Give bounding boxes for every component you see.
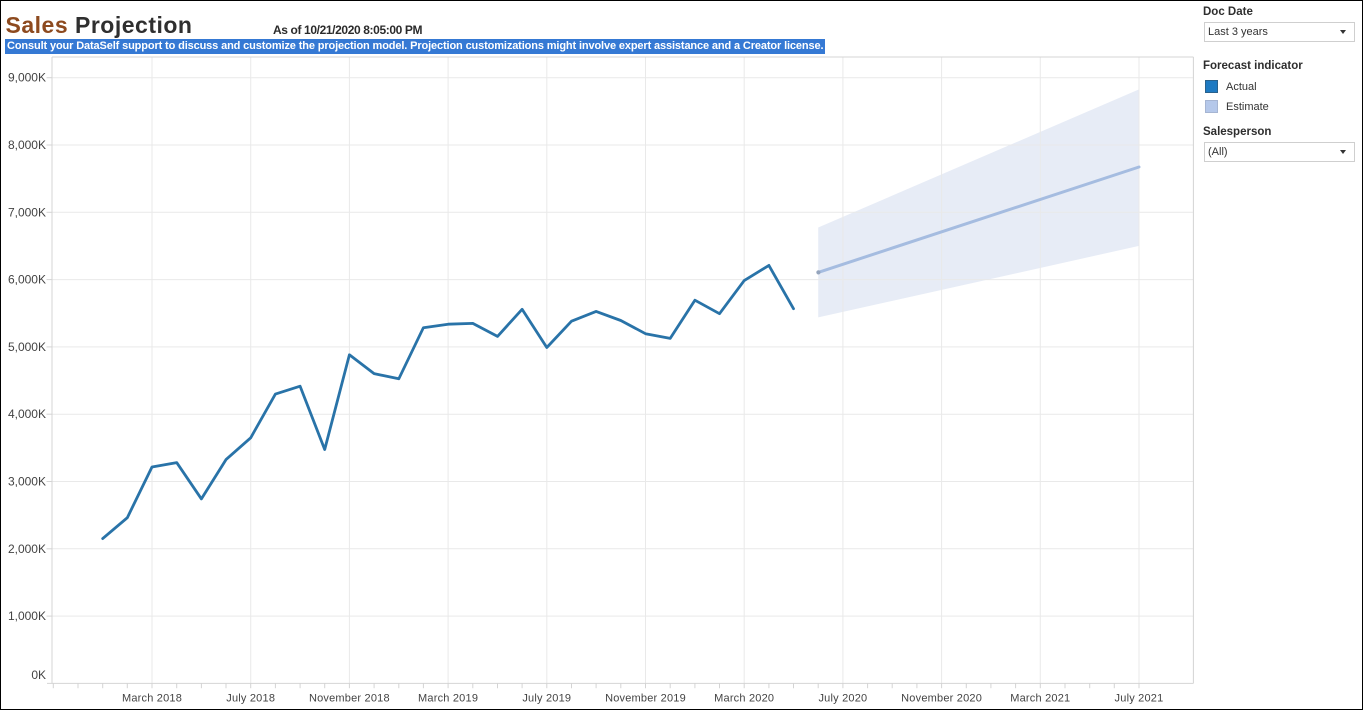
svg-text:4,000K: 4,000K (8, 407, 46, 421)
svg-text:March 2019: March 2019 (418, 693, 478, 705)
svg-text:1,000K: 1,000K (8, 609, 46, 623)
svg-text:March 2021: March 2021 (1010, 693, 1070, 705)
svg-text:November 2020: November 2020 (901, 693, 982, 705)
svg-text:November 2019: November 2019 (605, 693, 686, 705)
svg-text:0K: 0K (31, 668, 46, 682)
svg-text:March 2020: March 2020 (714, 693, 774, 705)
svg-text:November 2018: November 2018 (309, 693, 390, 705)
svg-text:March 2018: March 2018 (122, 693, 182, 705)
svg-text:8,000K: 8,000K (8, 138, 46, 152)
svg-text:9,000K: 9,000K (8, 71, 46, 85)
svg-text:July 2019: July 2019 (522, 693, 571, 705)
svg-text:2,000K: 2,000K (8, 542, 46, 556)
svg-text:5,000K: 5,000K (8, 340, 46, 354)
svg-text:July 2020: July 2020 (818, 693, 867, 705)
svg-text:3,000K: 3,000K (8, 475, 46, 489)
svg-text:July 2018: July 2018 (226, 693, 275, 705)
svg-text:July 2021: July 2021 (1115, 693, 1164, 705)
svg-text:6,000K: 6,000K (8, 273, 46, 287)
svg-text:7,000K: 7,000K (8, 205, 46, 219)
